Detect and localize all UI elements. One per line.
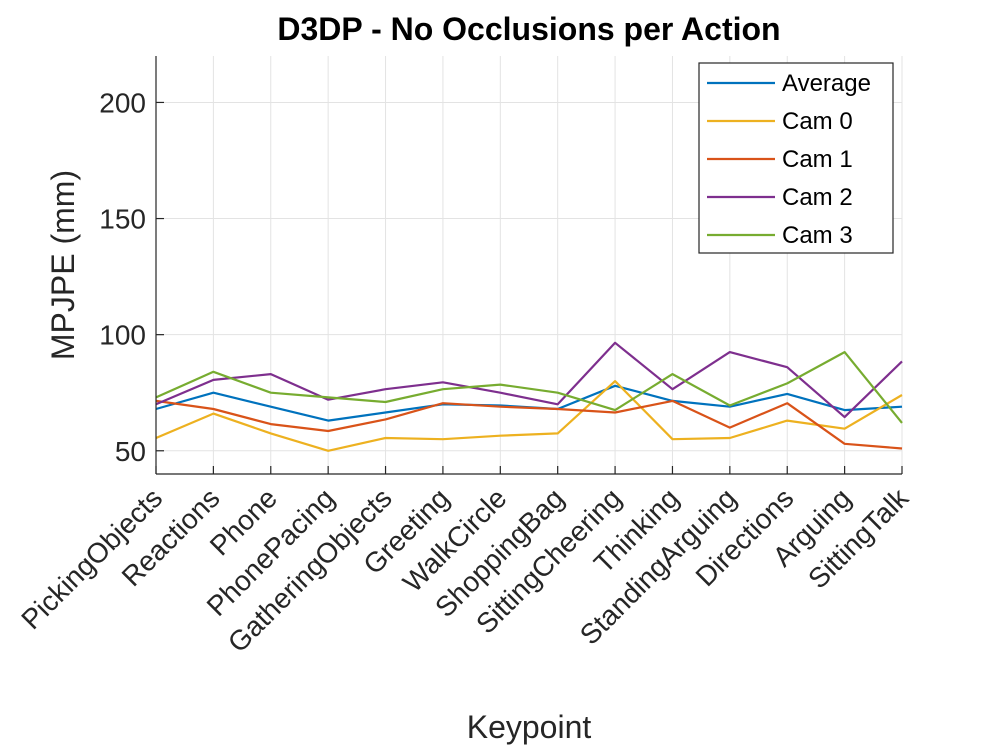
y-tick-label: 50 — [115, 436, 146, 467]
legend-label: Cam 0 — [782, 108, 853, 135]
chart-title: D3DP - No Occlusions per Action — [277, 11, 780, 47]
y-tick-label: 200 — [99, 87, 146, 118]
y-axis-label: MPJPE (mm) — [45, 170, 81, 360]
legend-label: Cam 3 — [782, 222, 853, 249]
y-tick-label: 100 — [99, 320, 146, 351]
series-line-cam-0 — [155, 380, 903, 452]
series-line-cam-2 — [155, 341, 903, 419]
y-axis-ticks: 50 100 150 200 — [99, 87, 164, 467]
axes — [155, 56, 902, 475]
legend-label: Average — [782, 70, 871, 97]
legend-label: Cam 1 — [782, 146, 853, 173]
legend: Average Cam 0 Cam 1 Cam 2 Cam 3 — [698, 62, 894, 254]
series-line-cam-3 — [155, 351, 903, 424]
series-line-cam-1 — [155, 399, 903, 450]
x-axis-label: Keypoint — [467, 709, 592, 745]
series-lines — [155, 341, 903, 452]
legend-label: Cam 2 — [782, 184, 853, 211]
y-tick-label: 150 — [99, 204, 146, 235]
